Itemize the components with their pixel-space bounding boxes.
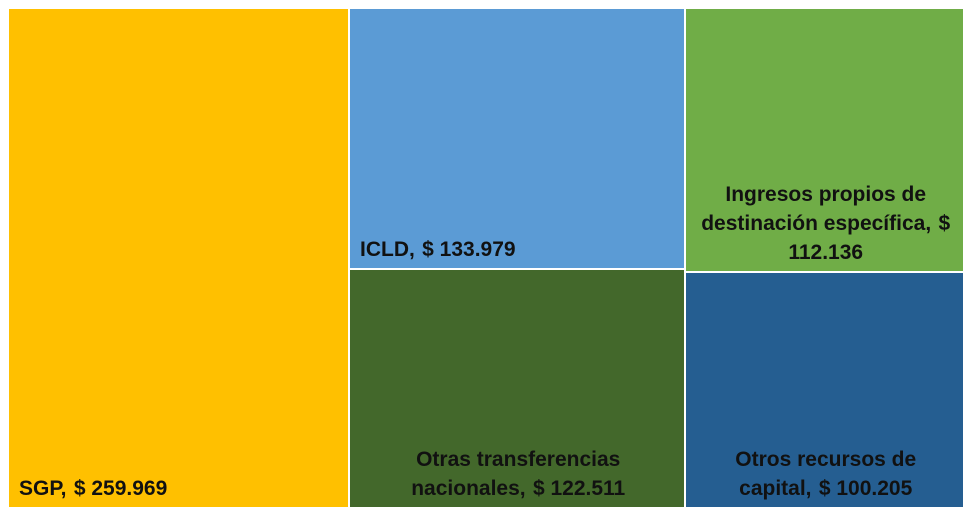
value-label: $ 259.969 xyxy=(73,477,168,500)
tile-label: ICLD, $ 133.979 xyxy=(360,235,516,264)
tile: Otros recursos de capital, $ 100.205 xyxy=(685,272,964,508)
category-label: Otros recursos de capital, xyxy=(735,447,917,500)
tile-label: Otros recursos de capital, $ 100.205 xyxy=(696,445,955,503)
value-label: $ 122.511 xyxy=(532,476,626,500)
tile: Otras transferencias nacionales, $ 122.51… xyxy=(349,269,686,508)
value-label: $ 133.979 xyxy=(422,238,516,262)
tile-label: Ingresos propios de destinación específi… xyxy=(696,180,955,267)
category-label: ICLD, xyxy=(360,238,415,262)
tile-label: Otras transferencias nacionales, $ 122.51… xyxy=(360,445,676,503)
category-label: Otras transferencias nacionales, xyxy=(411,447,621,500)
value-label: $ 112.136 xyxy=(788,212,951,265)
tile: Ingresos propios de destinación específi… xyxy=(685,8,964,273)
category-label: Ingresos propios de destinación específi… xyxy=(701,183,932,236)
category-label: SGP, xyxy=(19,477,67,500)
tile: ICLD, $ 133.979 xyxy=(349,8,686,270)
tile: SGP, $ 259.969 xyxy=(8,8,349,508)
value-label: $ 100.205 xyxy=(818,476,913,500)
tile-label: SGP, $ 259.969 xyxy=(19,474,167,503)
